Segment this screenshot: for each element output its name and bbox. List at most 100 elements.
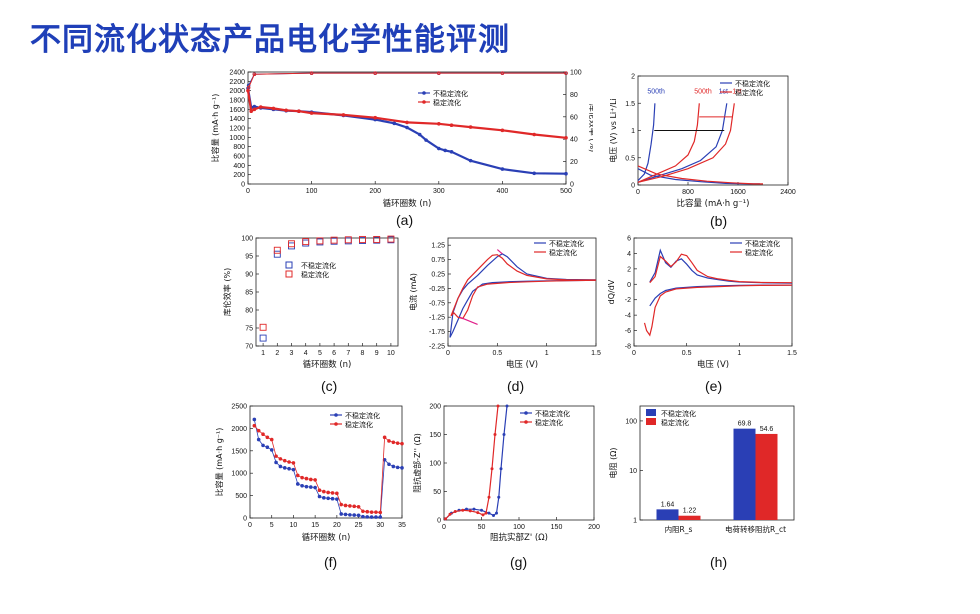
data-point [273,250,281,258]
series-line-blue [246,88,567,175]
data-point [288,242,295,250]
data-point [468,158,473,163]
x-tick-label: 200 [369,188,381,195]
legend-label: 不稳定流化 [301,261,336,270]
x-tick-label: 20 [333,522,341,529]
y-tick-label: 4 [627,251,631,258]
data-point [493,433,497,436]
x-tick-label: 150 [551,524,563,531]
peak-shift-arrow [459,316,478,325]
legend-marker-blue [646,409,656,416]
chart-g: 0 50 100 150 200 0 50 100 150 200 阻抗实部Z' (Ω) 阻抗虚部-Z… [412,404,600,544]
panel-label-d: (d) [507,378,525,394]
data-point [343,503,348,508]
data-point [300,475,304,480]
y-tick-label: 95 [245,254,253,261]
panel-h: 1 10 100 电阻 (Ω) 1.64 1.22 内阻R_s 69.8 54.6 电荷转移阻抗R… [606,398,806,576]
data-point [302,239,310,247]
data-point [361,509,365,514]
x-tick-label: 0 [636,189,640,196]
y-tick-label: 1000 [231,471,247,478]
y-tick-label: 2200 [229,79,245,86]
y-tick-label: 2000 [229,88,245,95]
y-tick-label: -2 [625,297,631,304]
y-tick-label: -1.25 [429,315,445,322]
y-tick-label: -1.75 [429,329,445,336]
data-point [339,512,343,516]
category-label: 内阻R_s [665,524,693,534]
y-axis-label: 库伦效率 (%) [222,268,232,316]
x-tick-label: 100 [513,524,525,531]
data-point [564,136,568,140]
x-tick-label: 1.5 [787,350,797,357]
data-point [309,111,314,115]
data-point [449,123,454,127]
x-tick-label: 8 [361,350,365,357]
data-point [295,473,300,478]
legend-dot-red [524,420,528,424]
x-axis-label: 电压 (V) [506,359,538,370]
data-point [309,477,313,482]
data-point [395,441,400,445]
series-line-blue [253,419,403,518]
data-point [317,494,322,499]
y2-tick-label: 100 [570,70,582,77]
data-point [424,138,428,142]
data-point [437,122,441,126]
discharge-curve-red [637,165,763,185]
data-point [278,464,283,469]
data-point [453,509,457,513]
y-tick-label: 200 [233,172,245,179]
y-tick-label: 100 [241,236,253,243]
x-tick-label: 3 [290,350,294,357]
cv-anodic-red [450,254,597,317]
y-tick-label: 1800 [229,98,245,105]
data-point [437,146,441,151]
bar-red [678,515,701,520]
ce-point [246,85,251,90]
dqdv-delithiation-red [649,253,793,284]
data-point [391,440,396,445]
data-point [330,491,335,495]
data-point [400,466,404,470]
data-point [249,109,253,113]
x-tick-label: 25 [355,522,363,529]
y-axis-label: 电阻 (Ω) [608,448,618,479]
x-tick-label: 1600 [730,189,746,196]
nyquist-line-red [445,405,499,520]
legend-marker-red [646,418,656,425]
x-tick-label: 0 [446,350,450,357]
ce-point [252,72,257,77]
panel-label-c: (c) [321,378,338,394]
y-tick-label: 6 [627,236,631,243]
legend-dot-red [334,422,338,426]
data-point [502,433,506,436]
data-point [495,511,498,515]
y-tick-label: 2 [631,74,635,81]
x-tick-label: 1 [545,350,549,357]
x-tick-label: 1 [737,350,741,357]
plot-frame [443,405,595,521]
y-tick-label: 400 [233,163,245,170]
y-axis-label: 比容量 (mA·h g⁻¹) [214,428,224,497]
data-point [252,423,257,428]
x-tick-label: 800 [682,189,694,196]
y-tick-label: 0 [243,516,247,523]
y-tick-label: 0.75 [431,257,445,264]
y-tick-label: 800 [233,144,245,151]
x-tick-label: 0.5 [492,350,502,357]
x-tick-label: 15 [311,522,319,529]
data-point [313,485,317,490]
data-point [282,466,287,470]
x-tick-label: 0 [246,188,250,195]
y2-tick-label: 0 [570,182,574,189]
legend-label: 不稳定流化 [433,89,468,98]
data-point [378,515,383,519]
data-point [391,464,396,469]
cycle-annotation: 500th [647,88,665,95]
y-tick-label: -2.25 [429,344,445,351]
x-tick-label: 1 [261,350,265,357]
legend-marker-blue [285,261,293,269]
y-tick-label: 2400 [229,70,245,77]
x-tick-label: 200 [588,524,600,531]
